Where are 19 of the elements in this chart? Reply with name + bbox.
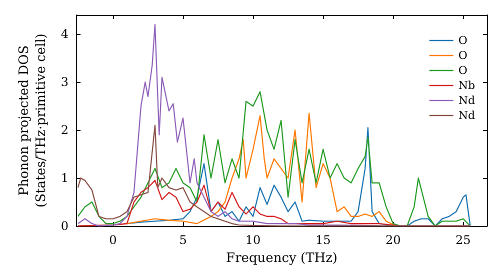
x-axis-title: Frequency (THz) (226, 251, 338, 266)
legend-label: Nd (458, 94, 476, 107)
x-tick-label: 25 (456, 233, 471, 247)
legend-label: Nd (458, 109, 476, 122)
legend-label: Nb (458, 79, 476, 92)
legend-label: O (458, 64, 468, 77)
x-tick-label: 0 (109, 233, 117, 247)
y-tick-label: 4 (60, 27, 69, 42)
legend-label: O (458, 49, 468, 62)
x-tick-label: 20 (386, 233, 401, 247)
y-tick-label: 3 (60, 75, 69, 90)
x-tick-label: 15 (315, 233, 331, 247)
y-tick-label: 2 (60, 123, 69, 138)
y-axis-title: Phonon projected DOS (States/THz·primitive cell) (17, 33, 49, 208)
x-tick-label: 5 (179, 233, 187, 247)
legend-label: O (458, 34, 468, 47)
x-tick-label: 10 (245, 233, 261, 247)
y-tick-label: 1 (60, 171, 69, 186)
y-tick-label: 0 (60, 219, 69, 233)
